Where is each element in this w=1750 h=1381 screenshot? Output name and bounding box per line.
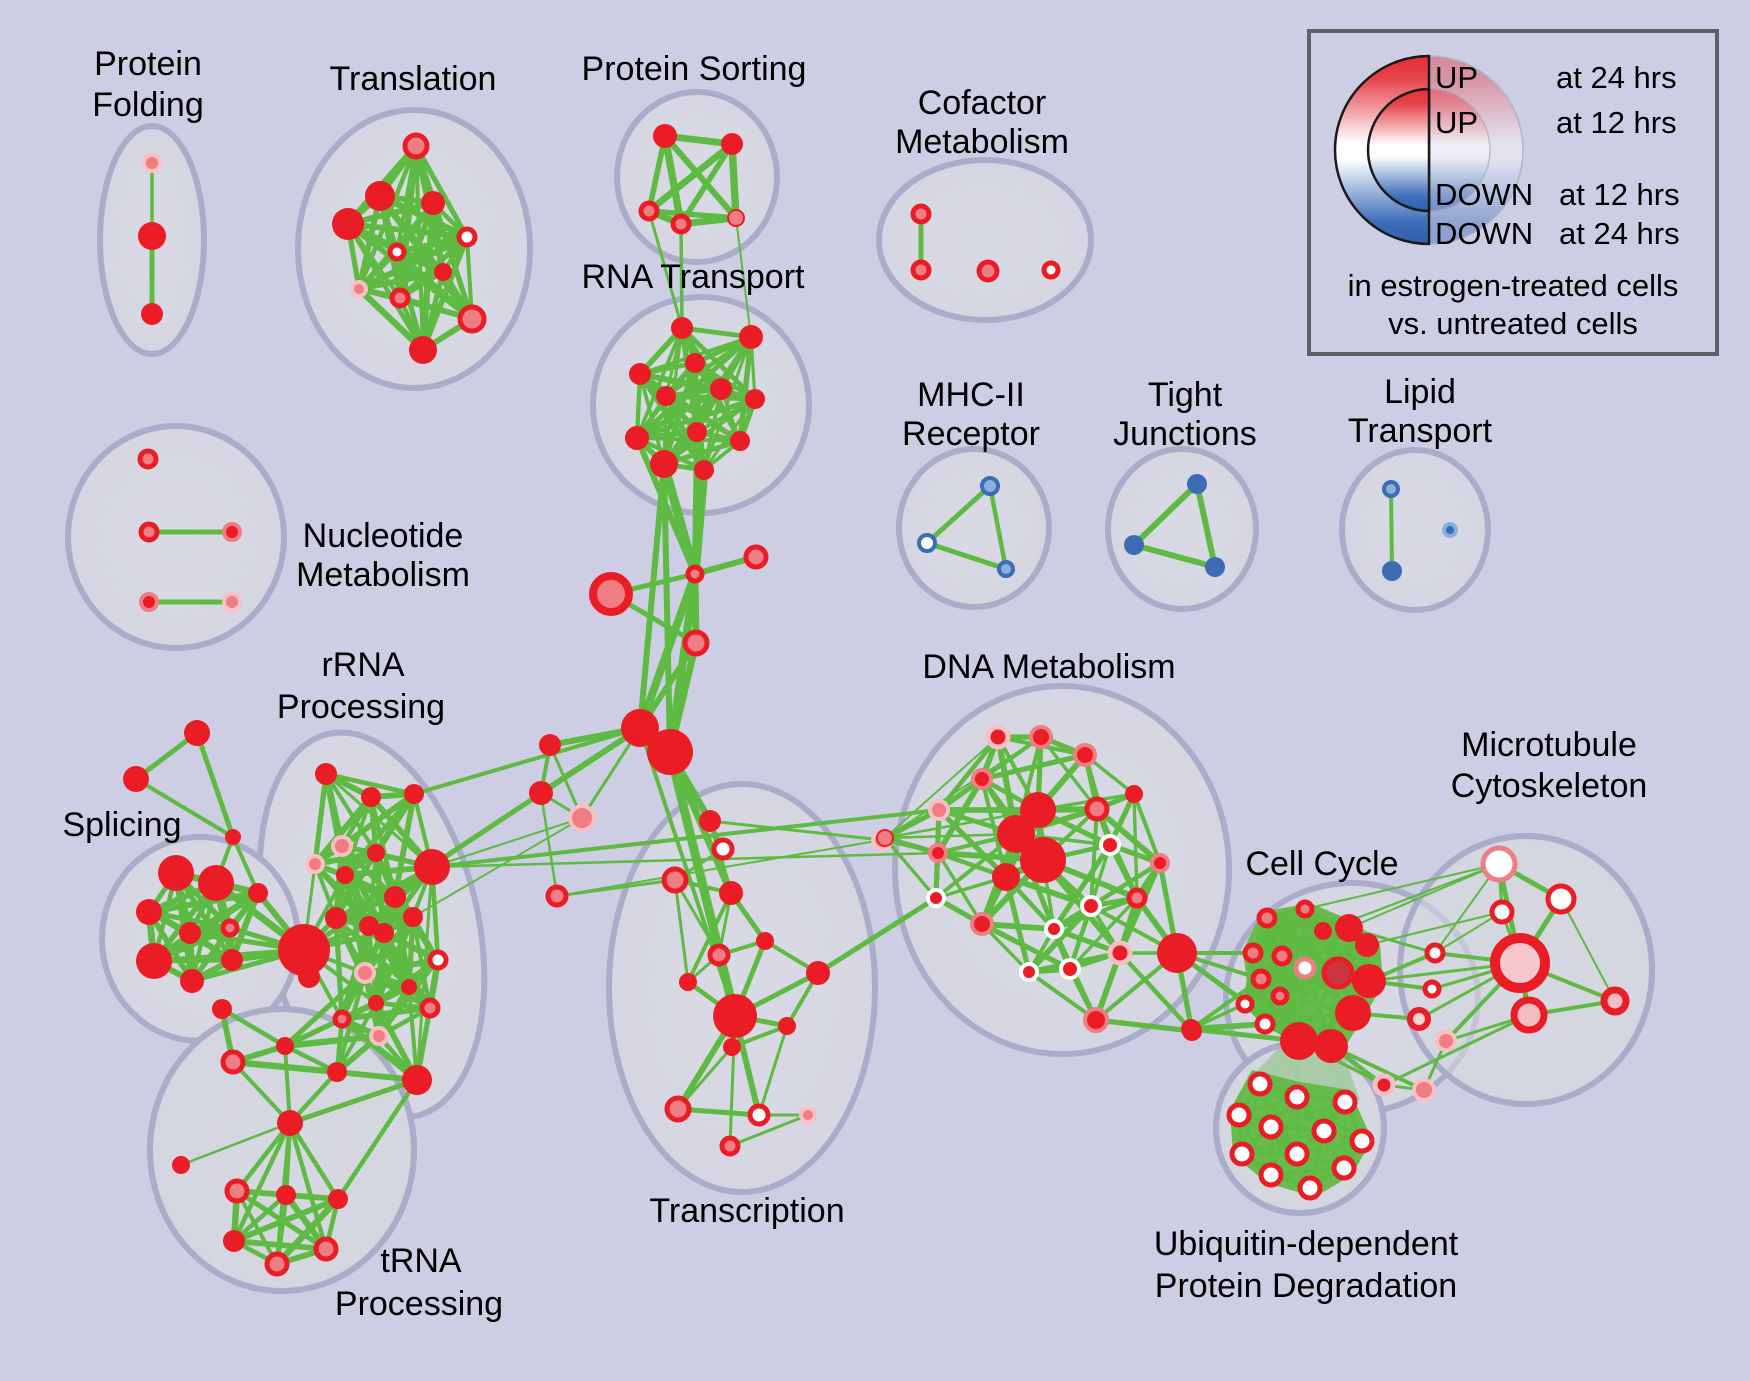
svg-text:Processing: Processing bbox=[335, 1285, 503, 1323]
svg-text:at 24 hrs: at 24 hrs bbox=[1556, 60, 1677, 95]
svg-text:at 24 hrs: at 24 hrs bbox=[1559, 216, 1680, 251]
svg-text:Translation: Translation bbox=[330, 60, 497, 98]
svg-text:Nucleotide: Nucleotide bbox=[303, 517, 464, 555]
svg-text:UP: UP bbox=[1435, 105, 1478, 140]
svg-text:Lipid: Lipid bbox=[1384, 373, 1456, 411]
svg-text:Processing: Processing bbox=[277, 688, 445, 726]
svg-text:Cofactor: Cofactor bbox=[918, 84, 1047, 122]
svg-text:Metabolism: Metabolism bbox=[296, 556, 470, 594]
svg-text:Tight: Tight bbox=[1148, 376, 1223, 414]
svg-text:Receptor: Receptor bbox=[902, 415, 1040, 453]
svg-text:Transcription: Transcription bbox=[649, 1192, 844, 1230]
svg-text:at 12 hrs: at 12 hrs bbox=[1556, 105, 1677, 140]
svg-text:Cytoskeleton: Cytoskeleton bbox=[1451, 767, 1648, 805]
svg-text:Protein Sorting: Protein Sorting bbox=[582, 50, 807, 88]
svg-text:rRNA: rRNA bbox=[321, 646, 404, 684]
svg-text:Transport: Transport bbox=[1348, 412, 1493, 450]
svg-text:DOWN: DOWN bbox=[1435, 216, 1533, 251]
svg-text:Folding: Folding bbox=[92, 86, 204, 124]
svg-text:vs. untreated cells: vs. untreated cells bbox=[1388, 306, 1638, 341]
svg-text:RNA Transport: RNA Transport bbox=[582, 258, 806, 296]
svg-text:Splicing: Splicing bbox=[62, 806, 181, 844]
svg-text:Protein: Protein bbox=[94, 45, 202, 83]
svg-text:DNA Metabolism: DNA Metabolism bbox=[922, 648, 1175, 686]
svg-text:UP: UP bbox=[1435, 60, 1478, 95]
svg-text:Ubiquitin-dependent: Ubiquitin-dependent bbox=[1154, 1225, 1459, 1263]
svg-text:Junctions: Junctions bbox=[1113, 415, 1257, 453]
svg-text:MHC-II: MHC-II bbox=[917, 376, 1025, 414]
svg-text:at 12 hrs: at 12 hrs bbox=[1559, 177, 1680, 212]
svg-text:Microtubule: Microtubule bbox=[1461, 726, 1637, 764]
svg-text:Protein Degradation: Protein Degradation bbox=[1155, 1267, 1457, 1305]
svg-text:in estrogen-treated cells: in estrogen-treated cells bbox=[1348, 268, 1679, 303]
svg-text:tRNA: tRNA bbox=[380, 1242, 462, 1280]
svg-text:Cell Cycle: Cell Cycle bbox=[1245, 845, 1398, 883]
svg-text:Metabolism: Metabolism bbox=[895, 123, 1069, 161]
svg-text:DOWN: DOWN bbox=[1435, 177, 1533, 212]
